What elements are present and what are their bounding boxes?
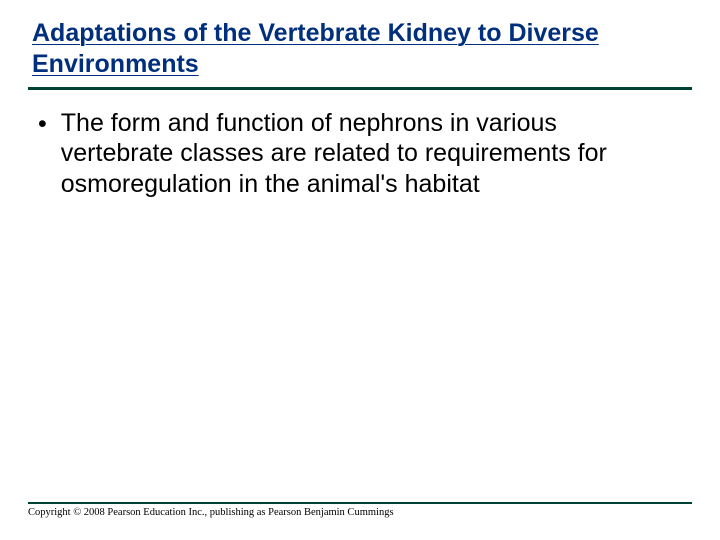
footer-divider — [28, 502, 692, 504]
copyright-text: Copyright © 2008 Pearson Education Inc.,… — [28, 507, 692, 518]
bullet-text: The form and function of nephrons in var… — [61, 108, 676, 200]
footer-area: Copyright © 2008 Pearson Education Inc.,… — [28, 502, 692, 518]
bullet-marker: • — [38, 108, 47, 141]
bullet-item: • The form and function of nephrons in v… — [38, 108, 676, 200]
title-divider — [28, 87, 692, 90]
slide-container: Adaptations of the Vertebrate Kidney to … — [0, 0, 720, 540]
slide-body: • The form and function of nephrons in v… — [28, 108, 692, 200]
slide-title: Adaptations of the Vertebrate Kidney to … — [28, 18, 692, 81]
